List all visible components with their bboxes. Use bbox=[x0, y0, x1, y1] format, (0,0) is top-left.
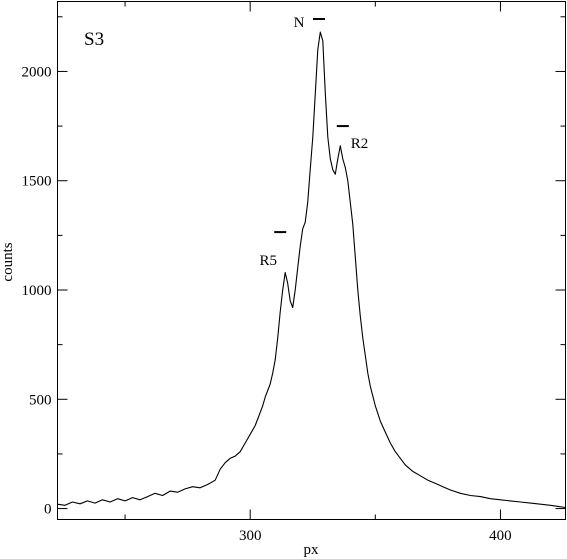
annotation-layer: N R2 R5 bbox=[259, 15, 368, 269]
panel-label: S3 bbox=[84, 29, 104, 50]
data-layer bbox=[57, 31, 566, 509]
peak-label: R5 bbox=[259, 253, 277, 269]
x-tick-label: 300 bbox=[239, 528, 262, 544]
y-tick-label: 0 bbox=[44, 502, 52, 518]
x-tick-label: 400 bbox=[489, 528, 512, 544]
y-tick-label: 1500 bbox=[22, 174, 52, 190]
axis-ticks bbox=[57, 1, 566, 520]
spectrum-line bbox=[57, 31, 566, 509]
axis-tick-labels: 0 500 1000 1500 2000 300 400 bbox=[22, 64, 512, 544]
y-tick-label: 2000 bbox=[22, 64, 52, 80]
y-tick-label: 500 bbox=[29, 392, 52, 408]
plot-frame bbox=[57, 1, 566, 520]
y-axis-label: counts bbox=[0, 242, 16, 281]
peak-label: N bbox=[294, 15, 305, 31]
peak-label: R2 bbox=[351, 136, 369, 152]
x-axis-label: px bbox=[304, 542, 320, 558]
y-tick-label: 1000 bbox=[22, 283, 52, 299]
